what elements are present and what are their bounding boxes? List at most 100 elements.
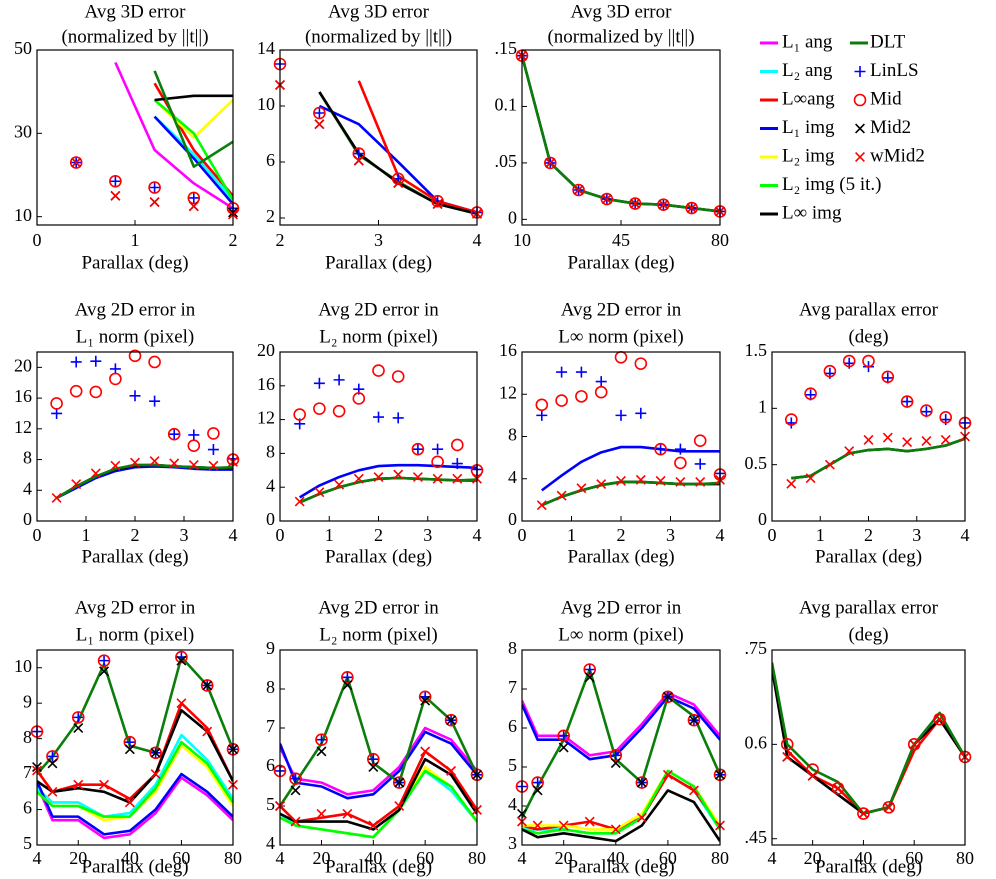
y-tick-label: 5 (23, 833, 32, 853)
marker-circle (313, 402, 326, 415)
marker-circle (609, 748, 623, 762)
panel-title: Avg parallax error (799, 299, 939, 320)
legend-label: L₂ img (5 it.) (782, 174, 882, 195)
marker-cross (558, 742, 569, 753)
marker-cross (844, 446, 855, 457)
series-line (522, 668, 720, 819)
marker-plus (90, 355, 102, 367)
marker-cross (420, 695, 431, 706)
x-tick-label: 20 (69, 848, 87, 868)
y-tick-label: 12 (499, 382, 517, 402)
x-tick-label: 1 (82, 525, 91, 545)
series-line (791, 437, 965, 480)
panel: Avg 2D error in L∞ norm (pixel) Parallax (… (499, 299, 727, 567)
x-tick-label: 60 (659, 848, 677, 868)
marker-circle (583, 663, 597, 676)
marker-circle (444, 713, 458, 727)
marker-circle (635, 776, 649, 789)
marker-cross (99, 779, 110, 790)
marker-circle (535, 398, 549, 412)
marker-circle (939, 411, 953, 424)
x-tick-label: 80 (224, 848, 242, 868)
y-tick-label: 8 (266, 442, 275, 462)
marker-circle (674, 456, 687, 470)
marker-cross (532, 785, 543, 796)
x-tick-label: 4 (716, 525, 725, 545)
marker-plus (615, 409, 627, 421)
marker-circle (907, 738, 921, 751)
marker-plus (584, 664, 596, 675)
x-tick-label: 0 (768, 525, 777, 545)
y-tick-label: 20 (257, 340, 275, 360)
marker-cross (545, 157, 556, 168)
marker-circle (175, 650, 188, 664)
marker-cross (334, 479, 345, 490)
panel-title: L₂ norm (pixel) (319, 326, 437, 347)
legend-label: Mid (870, 88, 902, 109)
axes-box (279, 49, 478, 226)
series-line (37, 733, 233, 818)
marker-plus (109, 363, 121, 375)
x-tick-label: 20 (312, 848, 330, 868)
marker-circle (97, 654, 111, 667)
y-tick-label: 4 (508, 467, 517, 487)
legend-label: L∞ img (782, 202, 842, 223)
y-tick-label: 12 (257, 408, 275, 428)
marker-cross (176, 655, 187, 666)
marker-circle (920, 404, 933, 417)
x-tick-label: 45 (612, 230, 630, 250)
series-line (772, 668, 965, 815)
marker-cross (314, 119, 325, 130)
panel: Avg parallax error (deg) Parallax (deg) 0 1 2… (745, 299, 972, 567)
marker-circle (862, 354, 875, 368)
y-tick-label: 9 (23, 691, 32, 711)
x-tick-label: 4 (33, 848, 42, 868)
y-tick-label: 16 (257, 374, 275, 394)
marker-cross (176, 698, 187, 709)
y-tick-label: 8 (508, 638, 517, 658)
y-tick-label: 8 (23, 727, 32, 747)
legend-label: L₁ ang (782, 31, 833, 52)
marker-circle (187, 191, 201, 205)
panel-title: Avg 2D error in (318, 597, 439, 618)
x-tick-label: 2 (276, 230, 285, 250)
series-line (37, 776, 233, 840)
series-line (114, 61, 233, 210)
marker-plus (341, 671, 353, 683)
x-tick-label: 2 (131, 525, 140, 545)
marker-cross (805, 473, 816, 484)
marker-cross (412, 472, 423, 483)
marker-cross (99, 666, 110, 677)
panel-title: L₁ norm (pixel) (76, 624, 194, 645)
marker-cross (150, 747, 161, 758)
marker-plus (168, 428, 180, 440)
marker-cross (393, 178, 404, 188)
panel: Avg 2D error in L∞ norm (pixel) Parallax (… (508, 597, 729, 877)
marker-circle (575, 390, 588, 403)
panel-title: Avg 2D error in (75, 299, 196, 320)
marker-circle (823, 364, 837, 378)
marker-cross (584, 816, 595, 827)
marker-cross (394, 801, 405, 811)
x-tick-label: 60 (416, 848, 434, 868)
marker-circle (293, 408, 307, 421)
marker-circle (391, 370, 405, 383)
y-tick-label: 0 (23, 509, 32, 529)
y-tick-label: 4 (508, 794, 517, 814)
marker-circle (313, 106, 326, 120)
marker-cross (610, 758, 621, 769)
panel-title: Avg 2D error in (561, 299, 682, 320)
y-tick-label: 14 (257, 38, 275, 58)
marker-plus (575, 366, 587, 378)
marker-plus (432, 443, 444, 455)
panel-title: (normalized by ||t||) (305, 26, 452, 47)
panel: Avg 2D error in L₁ norm (pixel) Parallax (… (14, 299, 240, 567)
x-tick-label: 4 (229, 525, 238, 545)
y-tick-label: 7 (23, 762, 32, 782)
x-axis-label: Parallax (deg) (815, 546, 922, 567)
series-line (522, 769, 720, 835)
panel-title: Avg 2D error in (318, 299, 439, 320)
x-tick-label: 2 (229, 230, 238, 250)
x-axis-label: Parallax (deg) (815, 856, 922, 877)
legend-label: DLT (870, 31, 906, 52)
